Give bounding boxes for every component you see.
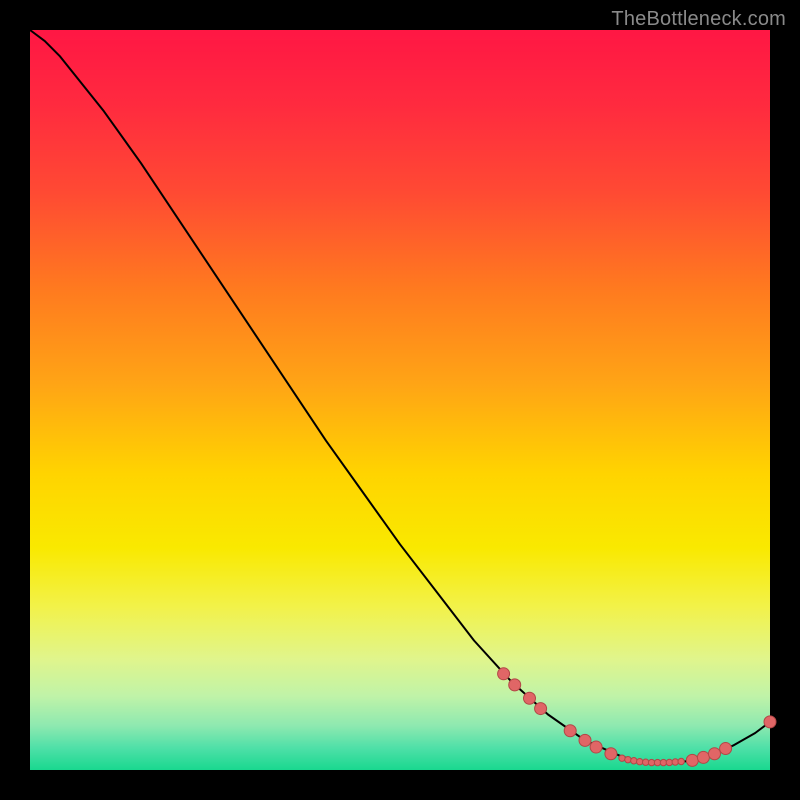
curve-marker (764, 716, 776, 728)
curve-marker (535, 703, 547, 715)
watermark-text: TheBottleneck.com (611, 8, 786, 31)
curve-marker (637, 759, 643, 765)
curve-marker (686, 754, 698, 766)
curve-marker (605, 748, 617, 760)
curve-marker (720, 743, 732, 755)
curve-markers (498, 668, 776, 767)
chart-area (30, 30, 770, 770)
curve-marker (579, 734, 591, 746)
curve-marker (524, 692, 536, 704)
curve-marker (509, 679, 521, 691)
curve-marker (697, 751, 709, 763)
bottleneck-curve (30, 30, 770, 763)
curve-marker (590, 741, 602, 753)
curve-marker (619, 755, 625, 761)
chart-curve-layer (30, 30, 770, 770)
curve-marker (564, 725, 576, 737)
curve-marker (666, 759, 672, 765)
curve-marker (625, 756, 631, 762)
curve-marker (631, 758, 637, 764)
curve-marker (498, 668, 510, 680)
curve-marker (678, 758, 684, 764)
curve-marker (709, 748, 721, 760)
curve-marker (672, 759, 678, 765)
